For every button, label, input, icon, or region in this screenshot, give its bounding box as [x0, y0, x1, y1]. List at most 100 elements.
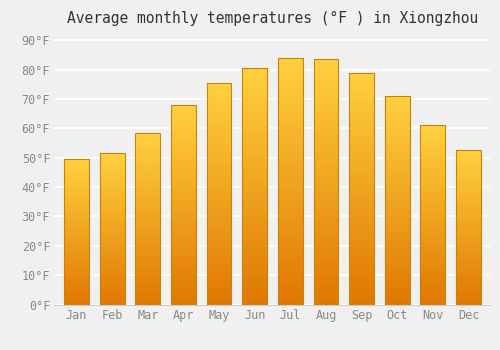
Bar: [242, 104, 267, 106]
Bar: [420, 129, 446, 131]
Bar: [206, 258, 232, 260]
Bar: [171, 209, 196, 211]
Bar: [64, 248, 89, 249]
Bar: [64, 194, 89, 196]
Bar: [278, 139, 303, 142]
Bar: [171, 279, 196, 281]
Bar: [456, 178, 481, 180]
Bar: [242, 298, 267, 300]
Bar: [100, 247, 124, 248]
Bar: [64, 245, 89, 246]
Bar: [206, 90, 232, 92]
Bar: [349, 75, 374, 77]
Bar: [242, 97, 267, 99]
Bar: [135, 133, 160, 304]
Bar: [206, 116, 232, 118]
Bar: [385, 154, 410, 156]
Bar: [420, 281, 446, 283]
Bar: [456, 281, 481, 283]
Bar: [206, 96, 232, 98]
Bar: [206, 293, 232, 296]
Bar: [206, 302, 232, 304]
Bar: [314, 280, 338, 282]
Bar: [206, 245, 232, 247]
Bar: [171, 129, 196, 131]
Bar: [278, 275, 303, 278]
Bar: [100, 241, 124, 243]
Bar: [420, 276, 446, 278]
Bar: [385, 186, 410, 188]
Bar: [135, 282, 160, 284]
Bar: [242, 208, 267, 210]
Bar: [420, 168, 446, 170]
Bar: [456, 246, 481, 247]
Bar: [135, 263, 160, 265]
Bar: [278, 75, 303, 78]
Bar: [100, 215, 124, 217]
Bar: [420, 188, 446, 190]
Bar: [349, 177, 374, 179]
Bar: [349, 219, 374, 221]
Bar: [100, 230, 124, 232]
Bar: [456, 294, 481, 295]
Bar: [171, 137, 196, 139]
Bar: [64, 228, 89, 229]
Bar: [385, 257, 410, 259]
Bar: [135, 287, 160, 289]
Bar: [314, 172, 338, 175]
Bar: [100, 194, 124, 196]
Bar: [135, 153, 160, 155]
Bar: [349, 235, 374, 237]
Bar: [100, 274, 124, 276]
Bar: [420, 140, 446, 141]
Bar: [64, 292, 89, 293]
Bar: [64, 177, 89, 178]
Bar: [385, 280, 410, 281]
Bar: [135, 212, 160, 214]
Bar: [349, 202, 374, 205]
Bar: [278, 137, 303, 139]
Bar: [314, 209, 338, 211]
Bar: [171, 193, 196, 195]
Bar: [135, 299, 160, 301]
Bar: [135, 232, 160, 234]
Bar: [420, 224, 446, 226]
Bar: [64, 181, 89, 182]
Bar: [385, 171, 410, 173]
Bar: [64, 302, 89, 303]
Bar: [242, 73, 267, 75]
Bar: [314, 165, 338, 167]
Bar: [242, 82, 267, 85]
Bar: [349, 212, 374, 214]
Bar: [206, 83, 232, 304]
Bar: [100, 268, 124, 270]
Bar: [100, 185, 124, 187]
Bar: [135, 159, 160, 160]
Bar: [100, 200, 124, 202]
Bar: [278, 203, 303, 206]
Bar: [135, 241, 160, 243]
Bar: [100, 244, 124, 246]
Bar: [206, 276, 232, 278]
Bar: [456, 161, 481, 163]
Bar: [314, 167, 338, 170]
Bar: [206, 105, 232, 107]
Bar: [456, 283, 481, 285]
Bar: [349, 82, 374, 84]
Bar: [385, 132, 410, 134]
Bar: [420, 197, 446, 199]
Bar: [100, 172, 124, 173]
Bar: [242, 68, 267, 71]
Bar: [420, 285, 446, 287]
Bar: [385, 265, 410, 267]
Bar: [135, 181, 160, 183]
Bar: [420, 295, 446, 298]
Bar: [456, 238, 481, 240]
Bar: [349, 110, 374, 112]
Bar: [64, 255, 89, 257]
Bar: [420, 274, 446, 276]
Bar: [242, 122, 267, 125]
Bar: [206, 103, 232, 105]
Bar: [456, 241, 481, 243]
Bar: [64, 200, 89, 201]
